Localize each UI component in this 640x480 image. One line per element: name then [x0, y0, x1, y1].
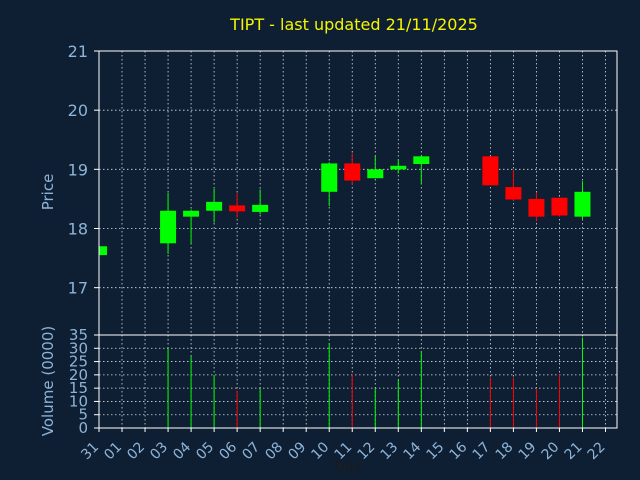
candle-body: [551, 197, 568, 216]
x-tick-label: 17: [470, 439, 494, 463]
chart-title: TIPT - last updated 21/11/2025: [229, 15, 478, 34]
price-axis-label: Price: [39, 174, 57, 211]
volume-y-tick-label: 10: [69, 392, 88, 410]
x-tick-label: 01: [101, 439, 125, 463]
candle-body: [321, 163, 338, 192]
price-y-tick-label: 17: [68, 279, 88, 298]
candles-group: [99, 153, 591, 257]
price-panel: 17 18 19 20 21: [68, 42, 618, 336]
x-tick-label: 05: [193, 439, 217, 463]
x-tick-label: 03: [147, 439, 171, 463]
candle-body: [229, 205, 246, 212]
x-tick-label: 04: [170, 439, 194, 463]
volume-y-tick-label: 0: [78, 419, 88, 437]
volume-axis-label: Volume (0000): [39, 326, 57, 436]
x-tick-label: 18: [493, 439, 517, 463]
candle-body: [574, 191, 591, 217]
volume-y-tick-label: 25: [69, 353, 88, 371]
x-tick-label: 31: [78, 439, 102, 463]
candle-body: [160, 210, 177, 244]
x-tick-label: 02: [124, 439, 148, 463]
x-axis-label: Day: [334, 459, 362, 475]
price-y-tick-label: 18: [68, 220, 88, 239]
candle-body: [206, 201, 223, 211]
candle-body: [252, 204, 269, 212]
x-tick-label: 21: [562, 439, 586, 463]
volume-y-tick-label: 5: [78, 406, 88, 424]
x-tick-label: 15: [424, 439, 448, 463]
x-tick-labels: 31 01 02 03 04 05 06 07 08 09 10 11 12 13 14 15 16 17 18 19…: [78, 428, 609, 463]
candle-body: [528, 198, 545, 217]
price-frame: [98, 50, 618, 336]
x-tick-label: 13: [378, 439, 402, 463]
x-tick-label: 20: [539, 439, 563, 463]
x-tick-label: 08: [262, 439, 286, 463]
volume-frame: [98, 334, 618, 429]
candle-body: [344, 163, 361, 181]
x-tick-label: 06: [216, 439, 240, 463]
x-tick-label: 22: [585, 439, 609, 463]
x-tick-label: 16: [447, 439, 471, 463]
x-tick-label: 07: [239, 439, 263, 463]
candle-body: [482, 156, 499, 186]
volume-y-tick-label: 15: [69, 379, 88, 397]
candle-body: [505, 187, 522, 200]
candle-body: [367, 169, 384, 179]
price-y-tick-label: 20: [68, 101, 88, 120]
x-tick-label: 19: [516, 439, 540, 463]
x-tick-label: 09: [285, 439, 309, 463]
volume-y-tick-label: 35: [69, 326, 88, 344]
candle-body: [413, 156, 430, 165]
volume-y-tick-label: 30: [69, 339, 88, 357]
x-tick-label: 14: [401, 439, 425, 463]
price-y-tick-label: 21: [68, 42, 88, 61]
x-tick-label: 10: [308, 439, 332, 463]
price-y-tick-label: 19: [68, 160, 88, 179]
candle-body: [183, 210, 200, 217]
candle-body: [390, 165, 407, 170]
volume-y-tick-label: 20: [69, 366, 88, 384]
candle-body: [99, 246, 107, 256]
